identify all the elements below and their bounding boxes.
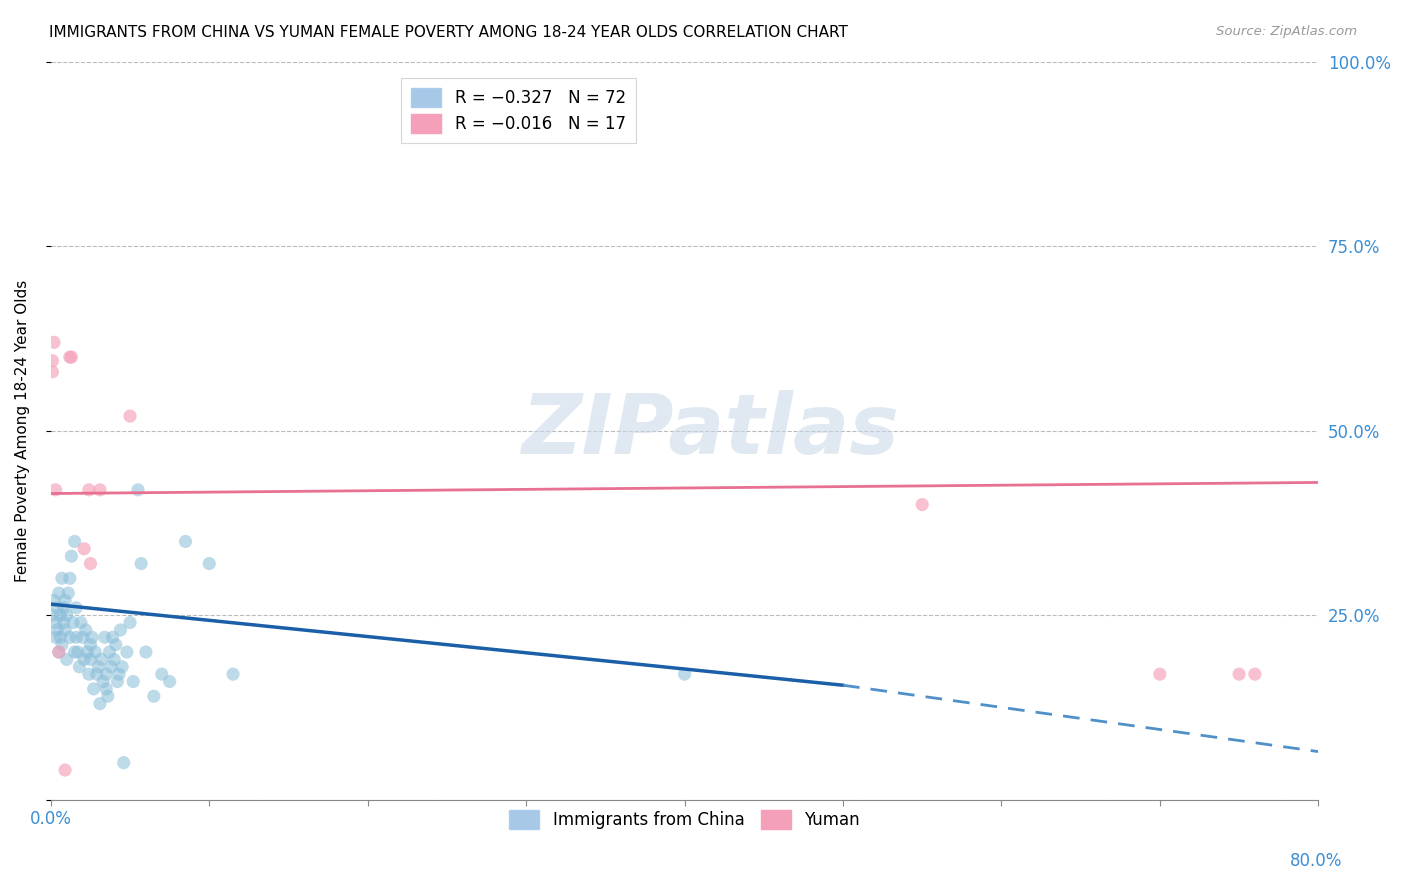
Point — [73, 652, 96, 666]
Point — [115, 645, 138, 659]
Point — [89, 483, 111, 497]
Point — [76, 645, 98, 659]
Point — [91, 674, 114, 689]
Text: IMMIGRANTS FROM CHINA VS YUMAN FEMALE POVERTY AMONG 18-24 YEAR OLDS CORRELATION : IMMIGRANTS FROM CHINA VS YUMAN FEMALE PO… — [49, 25, 848, 40]
Point — [59, 630, 82, 644]
Point — [83, 681, 105, 696]
Point — [1244, 667, 1267, 681]
Point — [1149, 667, 1171, 681]
Point — [73, 541, 96, 556]
Point — [55, 608, 77, 623]
Point — [62, 615, 84, 630]
Point — [49, 630, 72, 644]
Point — [46, 623, 69, 637]
Point — [41, 365, 63, 379]
Point — [63, 645, 86, 659]
Point — [67, 660, 90, 674]
Point — [77, 667, 100, 681]
Point — [127, 483, 149, 497]
Point — [79, 557, 101, 571]
Point — [112, 756, 135, 770]
Point — [93, 630, 115, 644]
Point — [77, 483, 100, 497]
Point — [97, 690, 120, 704]
Point — [72, 630, 94, 644]
Point — [98, 645, 121, 659]
Point — [174, 534, 197, 549]
Point — [122, 674, 145, 689]
Point — [104, 638, 127, 652]
Point — [70, 615, 93, 630]
Point — [86, 667, 108, 681]
Point — [80, 630, 103, 644]
Point — [129, 557, 152, 571]
Text: ZIPatlas: ZIPatlas — [522, 391, 898, 471]
Point — [90, 652, 112, 666]
Point — [142, 690, 165, 704]
Point — [65, 600, 87, 615]
Point — [135, 645, 157, 659]
Point — [911, 498, 934, 512]
Point — [79, 652, 101, 666]
Point — [198, 557, 221, 571]
Point — [118, 409, 141, 423]
Point — [45, 615, 67, 630]
Point — [59, 350, 82, 364]
Point — [1227, 667, 1250, 681]
Text: Source: ZipAtlas.com: Source: ZipAtlas.com — [1216, 25, 1357, 38]
Point — [60, 549, 83, 564]
Point — [41, 608, 63, 623]
Point — [96, 667, 118, 681]
Y-axis label: Female Poverty Among 18-24 Year Olds: Female Poverty Among 18-24 Year Olds — [15, 280, 30, 582]
Point — [75, 623, 97, 637]
Point — [51, 638, 73, 652]
Point — [222, 667, 245, 681]
Point — [58, 586, 80, 600]
Point — [89, 697, 111, 711]
Point — [51, 571, 73, 585]
Point — [48, 645, 70, 659]
Point — [100, 660, 122, 674]
Point — [46, 600, 69, 615]
Point — [673, 667, 696, 681]
Point — [110, 623, 132, 637]
Point — [60, 350, 83, 364]
Point — [103, 652, 125, 666]
Point — [66, 645, 89, 659]
Point — [52, 615, 75, 630]
Point — [42, 593, 65, 607]
Point — [49, 608, 72, 623]
Point — [53, 623, 76, 637]
Point — [48, 645, 70, 659]
Point — [45, 483, 67, 497]
Point — [53, 593, 76, 607]
Point — [55, 652, 77, 666]
Point — [79, 638, 101, 652]
Point — [87, 660, 110, 674]
Point — [84, 645, 107, 659]
Legend: Immigrants from China, Yuman: Immigrants from China, Yuman — [502, 803, 866, 836]
Text: 80.0%: 80.0% — [1291, 852, 1343, 870]
Point — [48, 586, 70, 600]
Point — [159, 674, 181, 689]
Point — [63, 534, 86, 549]
Point — [105, 674, 128, 689]
Point — [41, 353, 63, 368]
Point — [111, 660, 134, 674]
Point — [42, 335, 65, 350]
Point — [96, 681, 118, 696]
Point — [118, 615, 141, 630]
Point — [52, 600, 75, 615]
Point — [108, 667, 131, 681]
Point — [65, 630, 87, 644]
Point — [59, 571, 82, 585]
Point — [45, 630, 67, 644]
Point — [53, 763, 76, 777]
Point — [101, 630, 124, 644]
Point — [150, 667, 173, 681]
